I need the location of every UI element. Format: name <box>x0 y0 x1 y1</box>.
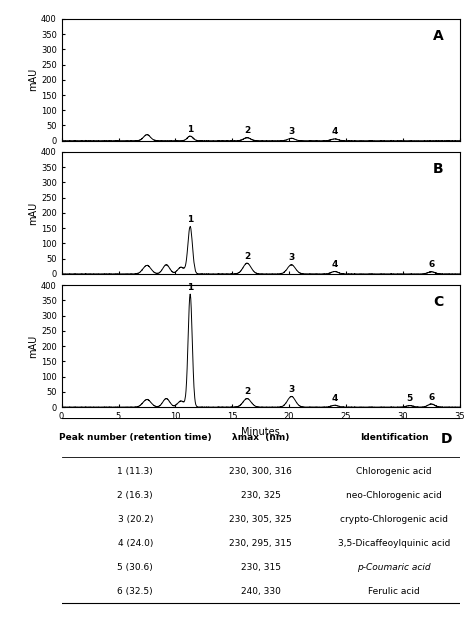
Text: 230, 315: 230, 315 <box>241 563 281 572</box>
Text: 2: 2 <box>244 252 250 261</box>
Text: Ferulic acid: Ferulic acid <box>368 587 420 595</box>
Text: 2: 2 <box>244 126 250 135</box>
Text: p-Coumaric acid: p-Coumaric acid <box>357 563 431 572</box>
Text: 6: 6 <box>428 260 435 269</box>
Text: 6 (32.5): 6 (32.5) <box>118 587 153 595</box>
Text: 6: 6 <box>428 393 435 402</box>
Text: 230, 300, 316: 230, 300, 316 <box>229 466 292 476</box>
Text: 2: 2 <box>244 387 250 396</box>
Text: A: A <box>433 29 444 43</box>
Text: 4: 4 <box>331 394 338 403</box>
Text: 4: 4 <box>331 128 338 136</box>
Text: 3: 3 <box>288 127 294 136</box>
Text: 2 (16.3): 2 (16.3) <box>118 491 153 500</box>
Text: 240, 330: 240, 330 <box>241 587 281 595</box>
Text: crypto-Chlorogenic acid: crypto-Chlorogenic acid <box>340 515 448 523</box>
Y-axis label: mAU: mAU <box>28 68 38 91</box>
Text: 5 (30.6): 5 (30.6) <box>118 563 153 572</box>
Text: 4 (24.0): 4 (24.0) <box>118 538 153 548</box>
Text: Peak number (retention time): Peak number (retention time) <box>59 433 211 443</box>
Text: λmax  (nm): λmax (nm) <box>232 433 290 443</box>
Text: 4: 4 <box>331 260 338 269</box>
Text: 1: 1 <box>187 215 193 224</box>
Text: 1: 1 <box>187 125 193 134</box>
Y-axis label: mAU: mAU <box>28 334 38 357</box>
Text: 230, 325: 230, 325 <box>241 491 281 500</box>
Text: D: D <box>440 432 452 446</box>
Y-axis label: mAU: mAU <box>28 202 38 225</box>
Text: 1: 1 <box>187 283 193 292</box>
Text: Identification: Identification <box>360 433 428 443</box>
Text: 3,5-Dicaffeoylquinic acid: 3,5-Dicaffeoylquinic acid <box>338 538 450 548</box>
Text: 3: 3 <box>288 254 294 262</box>
Text: 230, 305, 325: 230, 305, 325 <box>229 515 292 523</box>
Text: B: B <box>433 162 444 176</box>
Text: neo-Chlorogenic acid: neo-Chlorogenic acid <box>346 491 442 500</box>
Text: Chlorogenic acid: Chlorogenic acid <box>356 466 432 476</box>
Text: 3 (20.2): 3 (20.2) <box>118 515 153 523</box>
Text: 230, 295, 315: 230, 295, 315 <box>229 538 292 548</box>
Text: 5: 5 <box>407 394 413 403</box>
Text: 3: 3 <box>288 385 294 394</box>
Text: C: C <box>434 295 444 309</box>
X-axis label: Minutes: Minutes <box>241 426 280 436</box>
Text: 1 (11.3): 1 (11.3) <box>118 466 153 476</box>
